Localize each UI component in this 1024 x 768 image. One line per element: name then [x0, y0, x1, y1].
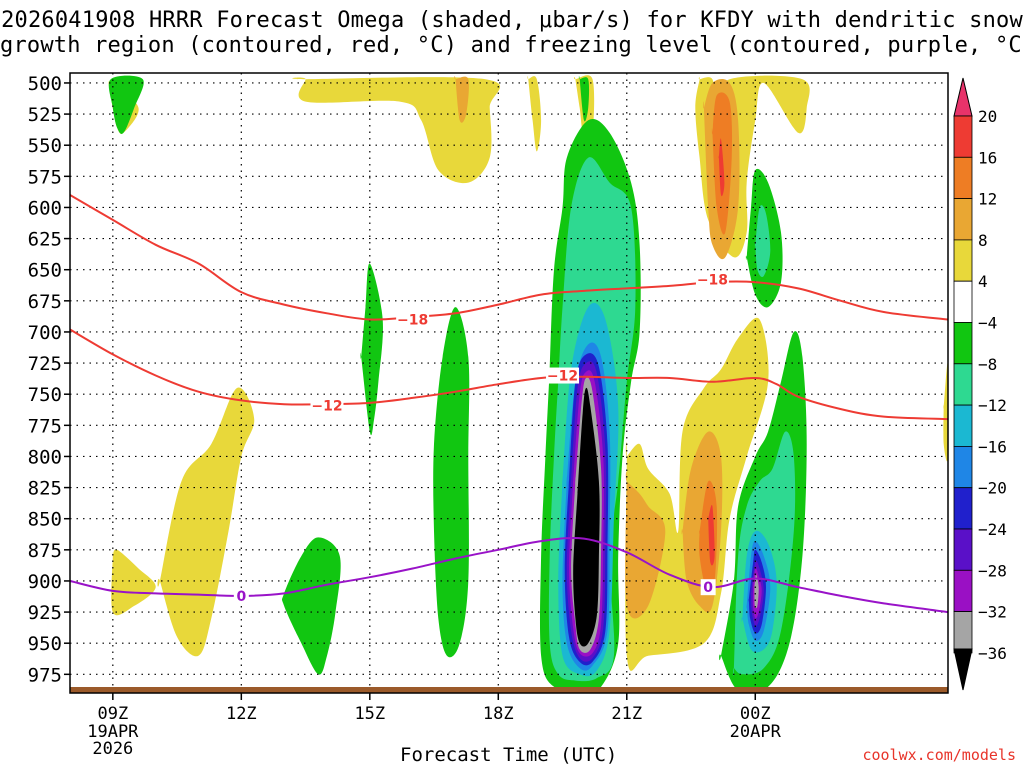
colorbar-box-4	[953, 239, 973, 282]
dgz-12-label-bg-0	[310, 397, 344, 414]
freezing-level-0-label-0: 0	[236, 589, 246, 605]
chart-title-line-1: 2026041908 HRRR Forecast Omega (shaded, …	[1, 8, 1023, 33]
plot-frame	[69, 72, 949, 694]
y-tick-label-625: 625	[28, 229, 62, 251]
omega-region-23	[625, 471, 666, 619]
x-axis-label: Forecast Time (UTC)	[400, 744, 618, 766]
omega-region-6	[527, 76, 542, 152]
dgz-18-label-0: −18	[397, 313, 428, 329]
colorbar-label-6: −8	[978, 355, 997, 374]
colorbar-box-8	[953, 404, 973, 447]
y-tick-label-925: 925	[28, 602, 62, 624]
omega-region-26	[707, 504, 715, 566]
x-tick-label-12Z: 12Z	[226, 704, 257, 724]
dgz-12-line	[70, 328, 948, 421]
freezing-level-0-label-1: 0	[703, 580, 713, 596]
colorbar-box-5	[953, 280, 973, 323]
omega-region-2	[111, 549, 156, 616]
dgz-12-label-bg-1	[546, 367, 580, 384]
credit-text[interactable]: coolwx.com/models	[862, 746, 1016, 764]
y-tick-label-875: 875	[28, 540, 62, 562]
colorbar-box-6	[953, 322, 973, 365]
x-tick-label-00Z: 00Z	[740, 704, 771, 724]
omega-region-22	[573, 387, 600, 647]
omega-region-5	[454, 76, 469, 123]
colorbar-label-13: −36	[978, 644, 1007, 663]
colorbar-box-1	[953, 115, 973, 158]
colorbar-box-12	[953, 569, 973, 612]
colorbar-bottom-arrow	[953, 648, 973, 691]
omega-region-10	[282, 537, 341, 675]
x-tick-label-15Z: 15Z	[354, 704, 385, 724]
y-tick-label-600: 600	[28, 197, 62, 219]
colorbar-label-2: 12	[978, 190, 997, 209]
y-tick-label-825: 825	[28, 478, 62, 500]
x-tick-label-18Z: 18Z	[483, 704, 514, 724]
colorbar-label-3: 8	[978, 231, 988, 250]
colorbar-label-8: −16	[978, 437, 1007, 456]
colorbar-label-12: −32	[978, 603, 1007, 622]
contours: −18 −18 −12 −12 0 0	[70, 194, 948, 614]
colorbar-top-arrow	[953, 77, 973, 117]
omega-region-4	[292, 77, 501, 184]
colorbar-label-7: −12	[978, 396, 1007, 415]
y-tick-label-675: 675	[28, 291, 62, 313]
colorbar-label-1: 16	[978, 148, 997, 167]
y-tick-label-525: 525	[28, 104, 62, 126]
x-tick-label-21Z: 21Z	[611, 704, 642, 724]
dgz-18-line	[70, 194, 948, 321]
dgz-12-label-0: −12	[311, 398, 342, 414]
omega-region-29	[718, 138, 725, 197]
omega-region-3	[157, 387, 255, 657]
omega-region-8	[578, 76, 590, 122]
chart-title-line-2: growth region (contoured, red, °C) and f…	[0, 33, 1024, 58]
colorbar-box-7	[953, 363, 973, 406]
colorbar-box-9	[953, 445, 973, 489]
omega-region-9	[360, 263, 383, 436]
y-tick-label-550: 550	[28, 135, 62, 157]
omega-region-1	[108, 75, 144, 134]
colorbar-box-2	[953, 156, 973, 200]
x-tick-sublabel-00Z-0: 20APR	[730, 722, 782, 742]
y-tick-label-975: 975	[28, 664, 62, 686]
colorbar-label-9: −20	[978, 479, 1007, 498]
y-tick-label-775: 775	[28, 415, 62, 437]
y-tick-label-900: 900	[28, 571, 62, 593]
colorbar-box-13	[953, 611, 973, 654]
dgz-12-label-1: −12	[547, 369, 578, 385]
y-tick-label-500: 500	[28, 73, 62, 95]
y-tick-label-700: 700	[28, 322, 62, 344]
dgz-18-label-1: −18	[697, 273, 728, 289]
y-tick-label-950: 950	[28, 633, 62, 655]
omega-region-39	[754, 205, 771, 277]
colorbar-box-3	[953, 198, 973, 241]
omega-region-40	[943, 362, 948, 462]
y-tick-label-725: 725	[28, 353, 62, 375]
colorbar-label-10: −24	[978, 520, 1007, 539]
x-tick-label-09Z: 09Z	[97, 704, 128, 724]
y-tick-label-750: 750	[28, 384, 62, 406]
colorbar-box-11	[953, 528, 973, 571]
y-axis: 500 525 550 575 600 625 650 675 700 725 750 775 800 8…	[28, 73, 70, 686]
colorbar-box-10	[953, 487, 973, 530]
freezing-level-0-label-bg-0	[233, 587, 249, 604]
colorbar-label-5: −4	[978, 314, 997, 333]
dgz-18-label-bg-0	[396, 311, 430, 328]
colorbar-label-11: −28	[978, 561, 1007, 580]
x-tick-sublabel-09Z-0: 19APR	[87, 722, 139, 742]
dgz-18-label-bg-1	[695, 271, 729, 288]
freezing-level-0-line	[70, 536, 948, 614]
y-tick-label-850: 850	[28, 509, 62, 531]
colorbar: 20 16 12 8 4 −4 −8 −12 −16 −20 −24 −28 −32 −36	[953, 77, 1007, 691]
y-tick-label-650: 650	[28, 260, 62, 282]
colorbar-label-4: 4	[978, 272, 988, 291]
y-tick-label-800: 800	[28, 446, 62, 468]
terrain-strip	[70, 687, 948, 693]
x-tick-sublabel-09Z-1: 2026	[92, 739, 133, 759]
freezing-level-0-label-bg-1	[700, 579, 716, 596]
y-tick-label-575: 575	[28, 166, 62, 188]
colorbar-label-0: 20	[978, 107, 997, 126]
